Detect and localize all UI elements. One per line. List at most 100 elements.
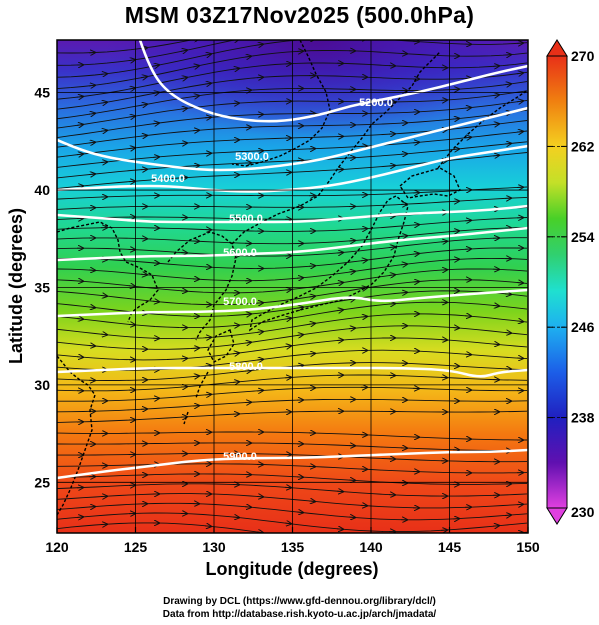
- streamline-arrow: [504, 294, 511, 295]
- streamline-arrow: [244, 371, 251, 372]
- streamline: [57, 257, 528, 282]
- streamline-arrow: [180, 387, 187, 388]
- streamline-arrow: [244, 56, 251, 57]
- contour-label: 5700.0: [223, 296, 257, 308]
- streamline-arrow: [244, 314, 251, 315]
- streamline: [57, 227, 528, 245]
- streamline: [57, 463, 528, 474]
- streamline-arrow: [244, 90, 251, 91]
- colorbar-label: 230: [571, 504, 595, 520]
- streamline-arrow: [232, 517, 239, 518]
- streamline-arrow: [140, 136, 147, 137]
- streamline-arrow: [256, 44, 263, 45]
- streamline-arrow: [464, 108, 471, 109]
- streamline: [57, 313, 528, 340]
- streamline-arrow: [128, 286, 135, 287]
- streamline-arrow: [232, 68, 239, 69]
- streamline-arrow: [192, 66, 199, 67]
- streamline-arrow: [336, 253, 343, 254]
- streamline-arrow: [244, 507, 251, 508]
- streamline-arrow: [336, 283, 343, 284]
- streamline-arrow: [180, 78, 187, 79]
- streamline-arrow: [232, 353, 239, 354]
- streamline-arrow: [256, 303, 263, 304]
- streamline-arrow: [308, 353, 315, 354]
- height-contour: [57, 226, 528, 262]
- y-tick-labels: 25 30 35 40 45: [34, 85, 50, 491]
- streamline-arrow: [492, 344, 499, 345]
- x-tick-label: 125: [124, 539, 148, 555]
- streamline-arrow: [412, 142, 419, 143]
- streamline-arrow: [152, 123, 159, 124]
- streamline-arrow: [232, 325, 239, 326]
- y-tick-label: 35: [34, 279, 50, 295]
- contour-label: 5400.0: [151, 173, 185, 185]
- lat-lon-grid: [56, 40, 529, 533]
- streamline-arrow: [452, 149, 459, 150]
- streamline-arrow: [140, 77, 147, 78]
- credit-line-drawing: Drawing by DCL (https://www.gfd-dennou.o…: [163, 596, 436, 607]
- y-tick-label: 30: [34, 377, 50, 393]
- streamline-arrow: [88, 307, 95, 308]
- streamline-arrow: [100, 130, 107, 131]
- streamline-arrow: [309, 539, 315, 540]
- streamline-arrow: [152, 157, 159, 158]
- streamline-arrow: [297, 19, 303, 20]
- streamline-arrow: [492, 66, 499, 67]
- streamline-arrow: [504, 55, 511, 56]
- height-contour: [138, 40, 528, 123]
- streamline-arrow: [88, 113, 95, 114]
- streamline-arrow: [348, 328, 355, 329]
- streamline-arrow: [128, 324, 135, 325]
- streamline-arrow: [465, 538, 471, 539]
- streamline: [57, 290, 528, 317]
- streamline-arrow: [360, 260, 367, 261]
- streamline-arrow: [180, 108, 187, 109]
- streamline-arrow: [256, 496, 263, 497]
- x-axis-label: Longitude (degrees): [205, 559, 378, 579]
- streamline: [57, 196, 528, 210]
- height-contours: 5200.0 5300.0 5400.0 5500.0 5600.0 5700.0 5800…: [57, 40, 528, 480]
- colorbar-ticks: 270 262 254 246 238 230: [547, 48, 595, 520]
- streamline: [57, 186, 528, 200]
- streamline: [57, 386, 528, 402]
- streamline-arrow: [76, 357, 83, 358]
- x-tick-label: 150: [516, 539, 540, 555]
- streamline-arrow: [492, 95, 499, 96]
- streamline-arrow: [504, 84, 511, 85]
- streamline-arrow: [336, 529, 343, 530]
- streamline: [57, 109, 528, 148]
- streamline-arrow: [504, 143, 511, 144]
- streamline-arrow: [308, 501, 315, 502]
- contour-label: 5600.0: [223, 247, 257, 259]
- streamline-arrow: [100, 162, 107, 163]
- streamline: [57, 141, 528, 179]
- streamline-arrow: [388, 275, 395, 276]
- contour-label: 5900.0: [223, 451, 257, 463]
- streamline-arrow: [516, 321, 523, 322]
- streamline-arrow: [128, 116, 135, 117]
- streamline-arrow: [492, 305, 499, 306]
- streamline-arrow: [128, 88, 135, 89]
- colorbar-label: 238: [571, 410, 595, 426]
- streamline-arrow: [100, 74, 107, 75]
- streamline-arrow: [88, 174, 95, 175]
- streamline-arrow: [504, 515, 511, 516]
- streamline-arrow: [152, 65, 159, 66]
- streamline-arrow: [492, 124, 499, 125]
- streamline: [57, 50, 528, 89]
- height-contour: [57, 106, 528, 172]
- streamline-arrow: [400, 264, 407, 265]
- height-contour: [57, 366, 528, 378]
- map-title: MSM 03Z17Nov2025 (500.0hPa): [124, 2, 475, 28]
- streamline-arrow: [464, 137, 471, 138]
- contour-label: 5200.0: [359, 97, 393, 109]
- streamline-arrow: [284, 290, 291, 291]
- streamline-arrow: [296, 365, 303, 366]
- streamline: [57, 349, 528, 371]
- streamline: [57, 81, 528, 120]
- streamline-arrow: [204, 117, 211, 118]
- streamline-arrow: [128, 148, 135, 149]
- streamline-arrow: [180, 50, 187, 51]
- streamline: [57, 217, 528, 232]
